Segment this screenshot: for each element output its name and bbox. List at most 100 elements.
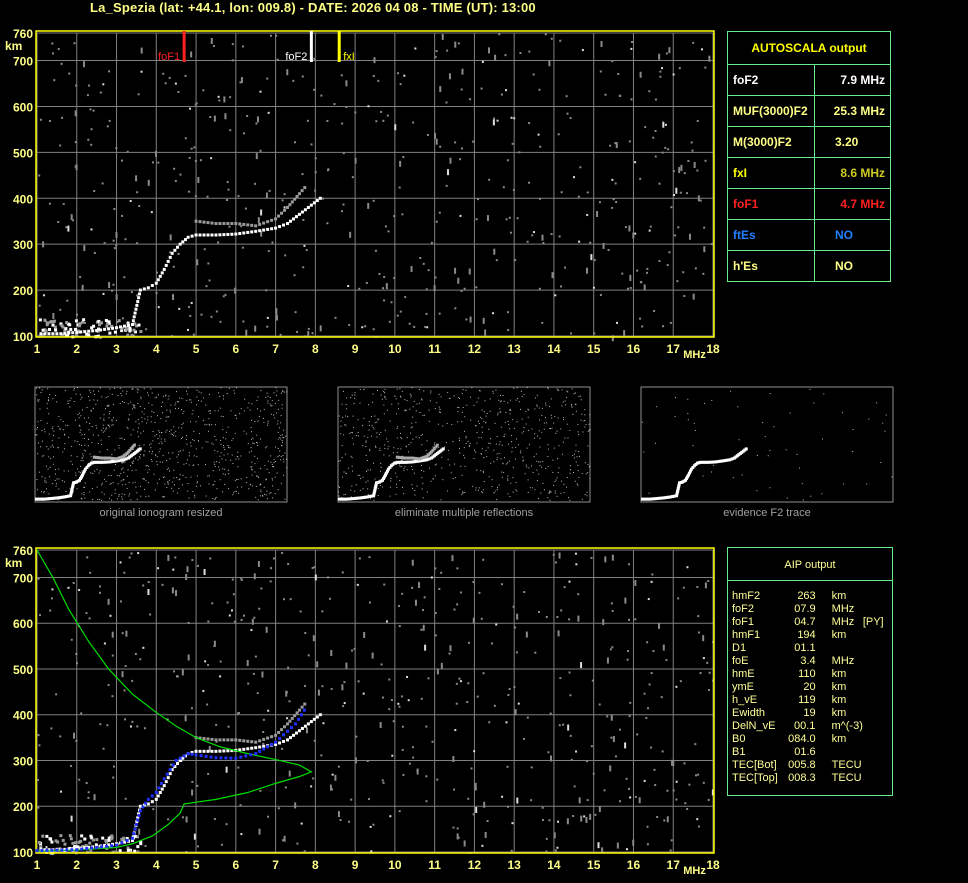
e-layer-echo [46, 321, 50, 325]
thumbnail-noise [78, 417, 80, 419]
thumbnail-noise [166, 460, 168, 462]
noise-dot [476, 695, 479, 698]
noise-dot [607, 249, 610, 252]
aip-unit: km [831, 733, 847, 745]
thumbnail-noise [588, 430, 590, 432]
thumbnail-noise [488, 442, 490, 444]
thumbnail-noise [228, 488, 230, 490]
f2-o-trace [282, 223, 286, 227]
noise-dot [401, 213, 404, 216]
thumbnail-noise [482, 470, 484, 472]
thumbnail-noise [342, 416, 344, 418]
noise-dot [351, 176, 354, 179]
thumbnail-noise [96, 486, 98, 488]
noise-dot [171, 334, 174, 337]
e-layer-echo [136, 850, 140, 854]
thumbnail-noise [507, 493, 509, 495]
thumbnail-noise [208, 483, 210, 485]
thumbnail-noise [121, 498, 123, 500]
f2-o-trace [135, 303, 139, 307]
e-layer-echo [90, 836, 94, 840]
noise-dot [190, 51, 193, 58]
noise-dot [573, 176, 576, 179]
thumbnail-noise [143, 454, 145, 456]
thumbnail-noise [111, 424, 113, 426]
thumbnail-noise [248, 488, 250, 490]
e-layer-echo [61, 838, 65, 842]
thumbnail-noise [157, 438, 159, 440]
thumbnail-noise [258, 416, 260, 418]
thumbnail-noise [499, 401, 501, 403]
noise-dot [654, 784, 657, 787]
thumbnail-noise [384, 447, 386, 449]
noise-dot [258, 607, 261, 610]
aip-virtual-height-trace [274, 740, 278, 744]
thumbnail-noise [479, 416, 481, 418]
thumbnail-noise [212, 470, 214, 472]
thumbnail-noise [135, 486, 137, 488]
thumbnail-trace [708, 460, 712, 464]
x-tick-label: 13 [507, 342, 521, 356]
noise-dot [368, 556, 371, 559]
noise-dot [88, 84, 91, 87]
thumbnail-noise [492, 392, 494, 394]
noise-dot [355, 735, 358, 738]
noise-dot [538, 287, 541, 290]
thumbnail-noise [461, 421, 463, 423]
thumbnail-noise [702, 475, 704, 477]
autoscala-row: ftEs NO [727, 219, 891, 251]
aip-flag [863, 746, 892, 759]
thumbnail-noise [581, 413, 583, 415]
thumbnail-noise [376, 421, 378, 423]
thumbnail-noise [458, 406, 460, 408]
marker-fof1-line [182, 31, 186, 62]
thumbnail-noise [122, 461, 124, 463]
thumbnail-trace [688, 469, 692, 473]
aip-name: Ewidth [732, 707, 766, 719]
thumbnail-noise [43, 455, 45, 457]
y-tick-label: 300 [13, 754, 33, 768]
thumbnail-noise [543, 428, 545, 430]
thumbnail-noise [249, 409, 251, 411]
thumbnail-noise [548, 405, 550, 407]
thumbnail-noise [197, 440, 199, 442]
noise-dot [553, 832, 556, 839]
noise-dot [425, 288, 428, 291]
thumbnail-noise [489, 443, 491, 445]
thumbnail-noise [823, 393, 825, 395]
thumbnail-noise [526, 447, 528, 449]
thumbnail-noise [181, 423, 183, 425]
thumbnail-noise [74, 419, 76, 421]
noise-dot [383, 276, 386, 279]
f2-x-trace [202, 220, 206, 224]
thumbnail-noise [41, 455, 43, 457]
thumbnail-noise [59, 428, 61, 430]
noise-dot [350, 649, 353, 652]
thumbnail-noise [37, 399, 39, 401]
f2-o-trace [318, 713, 322, 717]
noise-dot [669, 849, 672, 852]
aip-virtual-height-trace [115, 843, 119, 847]
noise-dot [372, 74, 375, 77]
noise-dot [186, 566, 189, 573]
f2-x-trace [283, 208, 287, 212]
noise-dot [269, 580, 272, 583]
thumbnail-noise [346, 397, 348, 399]
noise-dot [255, 122, 258, 125]
thumbnail-noise [175, 435, 177, 437]
thumbnail-noise [403, 469, 405, 471]
thumbnail-noise [366, 460, 368, 462]
e-layer-echo [68, 834, 72, 838]
thumbnail-noise [154, 489, 156, 491]
e-layer-echo [99, 321, 103, 325]
thumbnail-noise [386, 438, 388, 440]
e-layer-echo [110, 834, 114, 838]
thumbnail-noise [353, 403, 355, 405]
aip-virtual-height-trace [182, 754, 186, 758]
thumbnail-noise [101, 429, 103, 431]
noise-dot [456, 603, 459, 606]
thumbnail-noise [515, 446, 517, 448]
thumbnail-noise [222, 491, 224, 493]
noise-dot [233, 620, 236, 623]
thumbnail-noise [885, 414, 887, 416]
